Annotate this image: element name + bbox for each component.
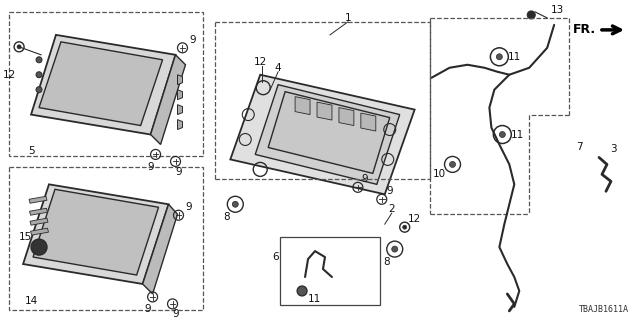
Text: 2: 2 <box>388 204 395 214</box>
Polygon shape <box>150 55 186 144</box>
Text: 10: 10 <box>433 169 446 180</box>
Circle shape <box>499 132 506 138</box>
Text: 6: 6 <box>272 252 278 262</box>
Text: 9: 9 <box>172 309 179 319</box>
Text: 9: 9 <box>144 304 151 314</box>
Polygon shape <box>33 189 159 275</box>
Text: 9: 9 <box>175 167 182 177</box>
Text: 7: 7 <box>576 142 582 152</box>
Text: 5: 5 <box>28 147 35 156</box>
Circle shape <box>403 225 406 229</box>
Polygon shape <box>230 75 415 194</box>
Polygon shape <box>361 113 376 131</box>
Bar <box>280 237 380 305</box>
Circle shape <box>527 11 535 19</box>
Polygon shape <box>39 42 163 125</box>
Circle shape <box>297 286 307 296</box>
Polygon shape <box>255 85 400 184</box>
Circle shape <box>497 54 502 60</box>
Text: 11: 11 <box>307 294 321 304</box>
Polygon shape <box>30 218 48 225</box>
Text: 1: 1 <box>344 13 351 23</box>
Text: 12: 12 <box>408 214 421 224</box>
Text: 9: 9 <box>147 162 154 172</box>
Circle shape <box>392 246 397 252</box>
Polygon shape <box>23 184 168 284</box>
Text: 3: 3 <box>611 144 617 155</box>
Text: TBAJB1611A: TBAJB1611A <box>579 305 629 314</box>
Circle shape <box>36 87 42 93</box>
Polygon shape <box>317 102 332 120</box>
Bar <box>9 12 204 156</box>
Polygon shape <box>31 35 175 134</box>
Polygon shape <box>339 108 354 125</box>
Polygon shape <box>268 92 390 173</box>
Circle shape <box>449 161 456 167</box>
Polygon shape <box>31 228 49 235</box>
Text: 12: 12 <box>253 57 267 67</box>
Text: FR.: FR. <box>573 23 596 36</box>
Polygon shape <box>177 90 182 100</box>
Polygon shape <box>177 105 182 115</box>
Text: 11: 11 <box>511 130 524 140</box>
Polygon shape <box>177 75 182 85</box>
Text: 8: 8 <box>383 257 390 267</box>
Text: 9: 9 <box>185 202 192 212</box>
Text: 4: 4 <box>275 63 282 73</box>
Text: 12: 12 <box>3 70 16 80</box>
Text: 9: 9 <box>387 186 393 196</box>
Circle shape <box>31 239 47 255</box>
Text: 8: 8 <box>223 212 230 222</box>
Polygon shape <box>295 97 310 115</box>
Polygon shape <box>29 196 47 203</box>
Polygon shape <box>177 120 182 130</box>
Polygon shape <box>29 208 47 215</box>
Text: 13: 13 <box>550 5 564 15</box>
Polygon shape <box>143 204 177 294</box>
Text: 11: 11 <box>508 52 521 62</box>
Circle shape <box>36 72 42 78</box>
Text: 9: 9 <box>189 35 196 45</box>
Circle shape <box>36 57 42 63</box>
Text: 9: 9 <box>362 174 368 184</box>
Bar <box>9 167 204 310</box>
Text: 15: 15 <box>19 232 32 242</box>
Circle shape <box>232 201 238 207</box>
Text: 14: 14 <box>24 296 38 306</box>
Circle shape <box>17 45 21 49</box>
